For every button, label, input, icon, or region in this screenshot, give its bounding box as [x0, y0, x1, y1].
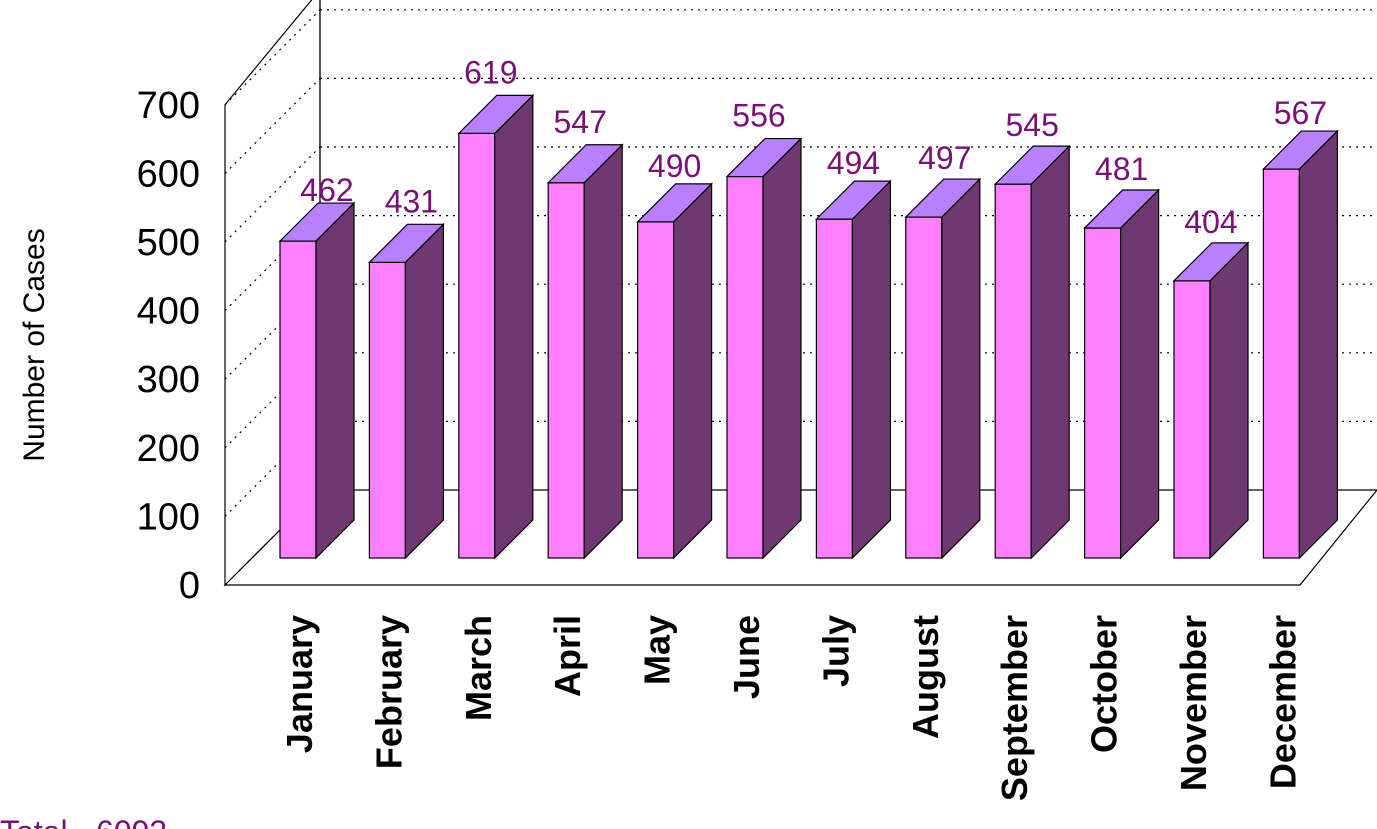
gridline-side	[224, 9, 321, 106]
gridline-side	[224, 146, 321, 243]
bar-top	[814, 180, 892, 220]
y-tick-label: 100	[137, 496, 200, 538]
data-label: 547	[554, 104, 607, 140]
data-label: 497	[918, 140, 971, 176]
bar-front	[1173, 280, 1211, 559]
bar	[1083, 188, 1161, 560]
data-label: 431	[385, 183, 438, 219]
x-tick-label: May	[637, 615, 678, 685]
data-label: 404	[1184, 204, 1237, 240]
bar-top	[1261, 130, 1339, 170]
x-tick-label: June	[726, 615, 767, 699]
bar-side	[672, 182, 713, 560]
bar	[904, 177, 982, 560]
bar-top	[636, 183, 714, 223]
bar-top	[1083, 189, 1161, 229]
bar	[814, 179, 892, 560]
x-tick-label: December	[1262, 615, 1303, 789]
y-tick-label: 600	[137, 153, 200, 195]
bar-top	[725, 137, 803, 178]
bar-side	[583, 143, 623, 560]
y-tick-label: 700	[137, 85, 200, 127]
data-label: 619	[464, 54, 517, 90]
x-tick-label: November	[1173, 615, 1214, 791]
x-tick-label: April	[547, 615, 588, 697]
y-axis-label: Number of Cases	[18, 228, 51, 461]
y-tick-label: 500	[137, 222, 200, 264]
bar-front	[905, 216, 943, 559]
bar-front	[1262, 168, 1301, 559]
total-label: Total - 6093	[0, 814, 167, 829]
gridline-side	[224, 215, 321, 312]
data-labels: 462 431 619 547 490 556 494 497 545 481 404 567	[300, 54, 1327, 239]
bar-front	[458, 132, 496, 559]
bar	[1261, 129, 1339, 560]
x-axis: January February March April May June July Augu…	[279, 615, 1303, 801]
data-label: 556	[732, 98, 785, 134]
data-label: 494	[827, 145, 880, 181]
bar-side	[404, 222, 444, 560]
x-tick-label: August	[905, 615, 946, 739]
gridline-side	[224, 283, 321, 380]
y-axis: 0 100 200 300 400 500 600 700	[137, 85, 200, 607]
bar-top	[367, 223, 445, 263]
bar	[457, 93, 535, 560]
y-tick-label: 400	[137, 291, 200, 333]
x-tick-label: March	[458, 615, 499, 721]
bar	[993, 144, 1071, 560]
data-label: 490	[648, 148, 701, 184]
bar-front	[726, 175, 764, 559]
y-tick-label: 200	[137, 428, 200, 470]
bar-top	[457, 94, 535, 134]
gridline-side	[224, 352, 321, 449]
bar-side	[851, 179, 892, 560]
bar-top	[546, 144, 624, 184]
x-tick-label: September	[994, 615, 1035, 801]
x-tick-label: January	[279, 615, 320, 753]
data-label: 567	[1274, 95, 1327, 131]
bar-side	[1298, 129, 1339, 560]
gridline-side	[224, 420, 321, 517]
data-label: 481	[1095, 151, 1148, 187]
bar	[725, 137, 803, 560]
bar-top	[993, 145, 1071, 185]
bar-front	[279, 240, 317, 559]
x-tick-label: July	[815, 615, 856, 687]
y-tick-label: 0	[179, 565, 200, 607]
bars	[278, 93, 1339, 560]
bar-front	[994, 183, 1032, 559]
bar	[546, 143, 624, 560]
gridline-side	[224, 77, 321, 174]
bar	[636, 182, 714, 560]
bar-side	[941, 177, 981, 560]
bar-front	[815, 218, 854, 559]
data-label: 462	[300, 172, 353, 208]
x-tick-label: October	[1084, 615, 1125, 753]
bar-side	[762, 137, 802, 560]
bar-top	[904, 178, 982, 218]
bar-top	[1172, 242, 1250, 282]
bar-front	[547, 182, 585, 559]
bar	[278, 201, 356, 560]
bar-side	[494, 93, 534, 560]
bar-front	[636, 221, 675, 559]
bar-side	[1119, 188, 1160, 560]
bar	[367, 222, 445, 560]
bar-front	[1083, 227, 1122, 559]
bar-side	[315, 201, 355, 560]
bar-front	[368, 261, 406, 559]
bar-top	[278, 202, 356, 242]
bar-side	[1030, 144, 1070, 560]
x-tick-label: February	[368, 615, 409, 769]
bar	[1172, 241, 1250, 560]
y-tick-label: 300	[137, 359, 200, 401]
bar-side	[1209, 241, 1249, 560]
data-label: 545	[1006, 107, 1059, 143]
